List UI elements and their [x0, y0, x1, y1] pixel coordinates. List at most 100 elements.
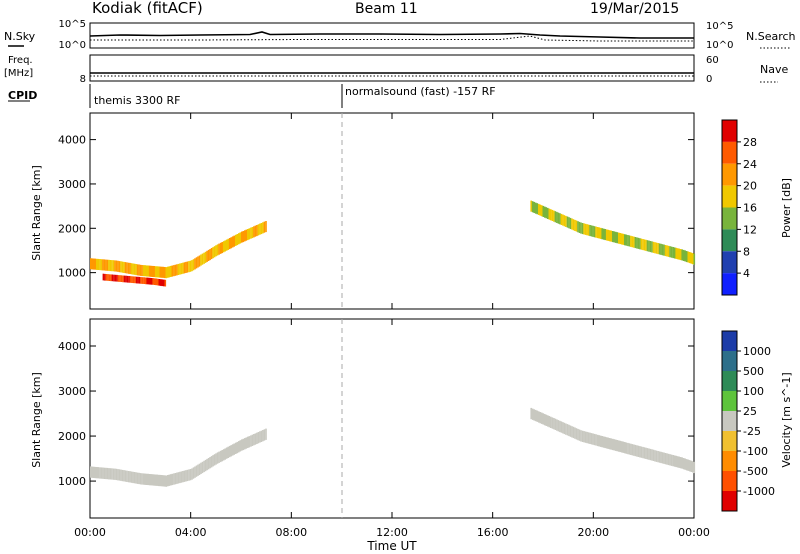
echo-cell: [262, 430, 264, 442]
echo-cell: [251, 227, 254, 239]
echo-cell: [174, 264, 177, 276]
echo-cell: [210, 456, 213, 468]
echo-cell: [91, 258, 94, 270]
echo-cell: [114, 274, 117, 282]
echo-cell: [160, 279, 162, 286]
echo-cell: [571, 426, 573, 438]
colorbar-cell: [722, 331, 737, 351]
echo-cell: [690, 252, 693, 264]
echo-cell: [601, 436, 603, 448]
echo-cell: [188, 261, 190, 273]
cpid-row: CPID themis 3300 RF normalsound (fast) -…: [8, 84, 496, 108]
echo-cell: [676, 456, 679, 468]
echo-cell: [544, 414, 546, 426]
echo-cell: [553, 210, 555, 222]
echo-cell: [170, 474, 172, 486]
echo-cell: [212, 455, 214, 467]
echo-cell: [120, 469, 122, 481]
colorbar-cell: [722, 471, 737, 491]
echo-cell: [642, 446, 644, 459]
echo-cell: [559, 213, 561, 225]
echo-cell: [194, 466, 196, 478]
echo-cell: [159, 474, 162, 487]
echo-cell: [233, 443, 235, 455]
x-tick-label: 08:00: [275, 526, 307, 539]
echo-cell: [129, 262, 131, 274]
echo-cell: [675, 247, 677, 259]
echo-cell: [687, 459, 690, 471]
nsky-label: N.Sky: [4, 30, 36, 43]
echo-cell: [107, 274, 109, 281]
colorbar-cell: [722, 351, 737, 371]
echo-cell: [577, 221, 579, 233]
echo-cell: [183, 262, 186, 274]
echo-cell: [693, 253, 696, 265]
echo-cell: [162, 266, 165, 278]
echo-cell: [96, 467, 98, 479]
nsky-panel: N.Sky 10^5 10^0 10^5 10^0 N.Search: [4, 19, 796, 51]
echo-cell: [171, 265, 174, 277]
echo-cell: [213, 454, 216, 466]
echo-cell: [556, 211, 558, 223]
echo-cell: [120, 261, 122, 273]
echo-cell: [584, 223, 587, 235]
echo-cell: [218, 243, 220, 255]
echo-cell: [135, 276, 138, 284]
echo-cell: [116, 274, 118, 282]
echo-cell: [580, 222, 582, 234]
echo-cell: [206, 250, 208, 262]
echo-cell: [639, 446, 641, 458]
echo-cell: [106, 259, 109, 271]
echo-cell: [216, 244, 219, 256]
echo-cell: [200, 462, 202, 474]
echo-cell: [90, 258, 92, 270]
echo-cell: [224, 448, 226, 460]
echo-cell: [97, 258, 100, 270]
freq-tick: 8: [80, 74, 86, 85]
echo-cell: [562, 422, 564, 434]
echo-cell: [173, 473, 175, 485]
echo-cell: [174, 473, 177, 485]
echo-cell: [645, 447, 647, 459]
echo-cell: [541, 412, 543, 424]
y-tick-label: 4000: [58, 134, 86, 147]
echo-cell: [548, 416, 551, 428]
echo-cell: [660, 243, 662, 255]
echo-cell: [117, 469, 119, 481]
echo-cell: [247, 229, 249, 241]
echo-cell: [643, 447, 646, 459]
echo-cell: [596, 227, 599, 239]
echo-cell: [241, 231, 243, 243]
echo-cell: [259, 431, 261, 443]
echo-cell: [562, 214, 564, 226]
echo-cell: [127, 471, 130, 483]
echo-cell: [610, 230, 612, 242]
echo-cell: [219, 242, 222, 254]
echo-cell: [135, 472, 137, 484]
echo-cell: [587, 432, 590, 444]
echo-cell: [198, 463, 201, 475]
echo-cell: [631, 444, 634, 456]
echo-cell: [133, 472, 136, 484]
echo-cell: [191, 468, 193, 480]
echo-cell: [548, 208, 551, 220]
colorbar-tick-label: -25: [743, 425, 761, 438]
echo-cell: [144, 473, 146, 485]
echo-cell: [129, 471, 131, 483]
echo-cell: [111, 468, 113, 480]
nave-tick-high: 60: [706, 55, 719, 66]
freq-frame: [89, 54, 695, 82]
echo-cell: [114, 468, 116, 480]
colorbar-tick-label: 24: [743, 158, 757, 171]
echo-cell: [621, 233, 623, 245]
velocity-x-label: Time UT: [366, 539, 417, 553]
echo-cell: [198, 255, 201, 267]
echo-cell: [590, 433, 593, 445]
echo-cell: [534, 409, 537, 422]
colorbar-cell: [722, 229, 737, 252]
y-tick-label: 2000: [58, 430, 86, 443]
echo-cell: [687, 251, 690, 263]
echo-cell: [690, 460, 693, 472]
colorbar-tick-label: 100: [743, 385, 764, 398]
echo-cell: [248, 436, 251, 448]
